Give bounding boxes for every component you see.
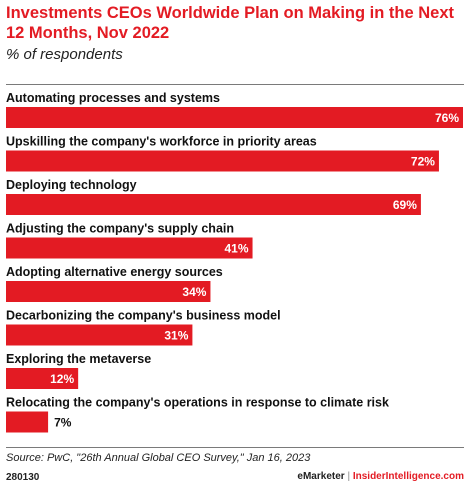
chart-id: 280130 <box>6 472 40 483</box>
value-label: 31% <box>164 329 188 343</box>
bar <box>6 411 49 433</box>
brand-separator: | <box>347 471 351 482</box>
value-label: 69% <box>393 198 417 212</box>
chart-title: Investments CEOs Worldwide Plan on Makin… <box>6 4 455 42</box>
bar <box>6 281 211 302</box>
category-label: Automating processes and systems <box>6 91 220 105</box>
category-label: Decarbonizing the company's business mod… <box>6 309 281 323</box>
bar-chart: Automating processes and systems 76% Upski… <box>6 91 463 433</box>
bar <box>6 194 421 215</box>
bar <box>6 107 463 128</box>
bar <box>6 150 439 172</box>
bar <box>6 237 253 259</box>
category-label: Adopting alternative energy sources <box>6 265 223 279</box>
category-label: Adjusting the company's supply chain <box>6 222 234 236</box>
bottom-divider <box>6 447 464 448</box>
top-divider <box>6 84 464 85</box>
category-label: Exploring the metaverse <box>6 352 151 366</box>
brand-emarketer: eMarketer <box>297 471 345 482</box>
value-label: 76% <box>435 111 459 125</box>
bar <box>6 324 193 346</box>
brand-footer: eMarketer | InsiderIntelligence.com <box>297 471 464 482</box>
chart-subtitle: % of respondents <box>6 46 123 63</box>
value-label: 7% <box>54 416 72 430</box>
category-label: Deploying technology <box>6 178 137 192</box>
category-label: Relocating the company's operations in r… <box>6 396 389 410</box>
value-label: 72% <box>411 155 435 169</box>
bar <box>6 368 79 389</box>
value-label: 12% <box>50 372 74 386</box>
category-label: Upskilling the company's workforce in pr… <box>6 135 317 149</box>
value-label: 41% <box>225 242 249 256</box>
value-label: 34% <box>182 285 206 299</box>
source-note: Source: PwC, "26th Annual Global CEO Sur… <box>6 452 311 464</box>
brand-insider: InsiderIntelligence.com <box>352 471 464 482</box>
